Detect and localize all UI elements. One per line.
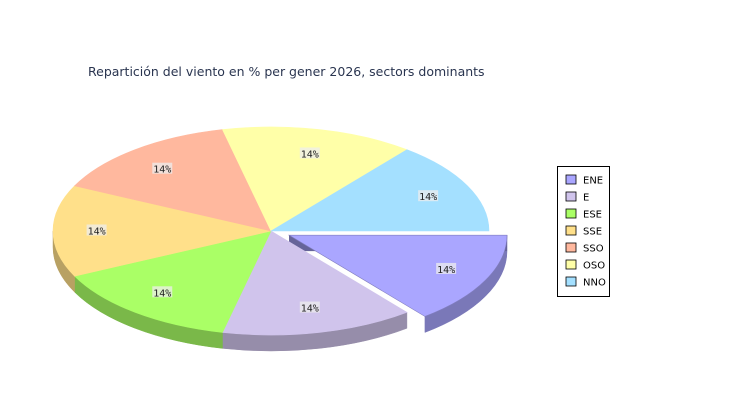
legend-swatch-sso [565,242,577,253]
slice-oso [222,126,408,232]
data-label-ese: 14% [153,288,171,299]
data-label-bg-ene [436,262,457,274]
legend-swatch-nno [565,276,577,287]
data-label-oso: 14% [301,149,319,160]
legend-swatch-e [565,191,577,202]
legend-label-e: E [583,193,589,204]
data-label-sse: 14% [88,227,106,238]
slice-ese [73,230,272,333]
legend-label-ese: ESE [583,210,602,221]
slice-ene [287,234,508,317]
data-label-bg-e [299,301,320,313]
data-label-bg-nno [418,190,439,202]
slice-e [222,230,408,336]
legend-label-nno: NNO [583,278,606,289]
slice-sso [73,129,272,232]
data-label-nno: 14% [419,192,437,203]
data-label-sso: 14% [153,165,171,176]
data-label-bg-ese [152,286,173,298]
data-label-e: 14% [301,304,319,315]
legend-label-sso: SSO [583,244,604,255]
legend-label-oso: OSO [583,261,605,272]
slice-nno [269,149,490,232]
slice-sse [52,185,272,277]
data-label-bg-sse [86,224,107,236]
legend: ENE E ESE SSE SSO OSO NNO [557,166,610,297]
pie-data-labels: 14% 14% 14% 14% 14% 14% 14% [86,147,457,315]
legend-swatch-ese [565,208,577,219]
chart-title: Repartición del viento en % per gener 20… [88,64,485,79]
pie-top-layer [52,126,508,336]
legend-swatch-sse [565,225,577,236]
legend-swatch-oso [565,259,577,270]
legend-label-ene: ENE [583,176,603,187]
legend-label-sse: SSE [583,227,602,238]
data-label-ene: 14% [437,265,455,276]
data-label-bg-oso [299,147,320,159]
legend-swatch-ene [565,174,577,185]
data-label-bg-sso [152,162,173,174]
